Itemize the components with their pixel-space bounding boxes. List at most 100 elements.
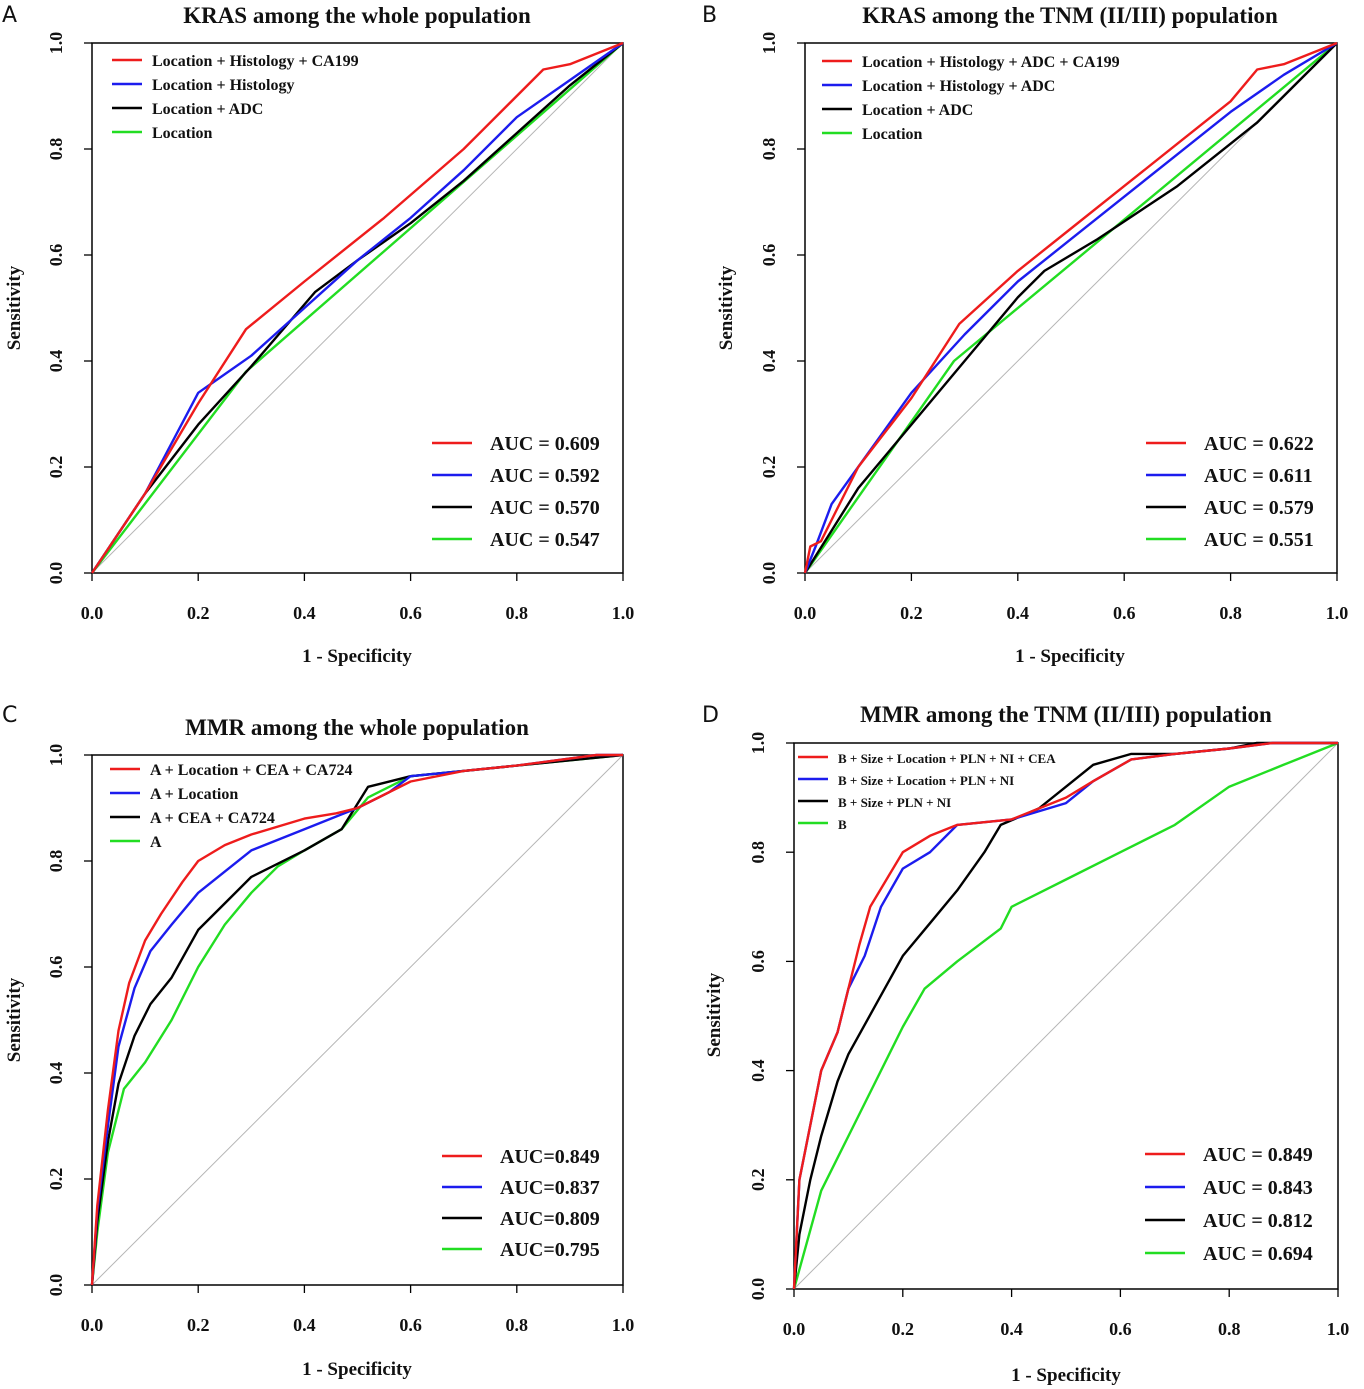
plot-area: 0.0 0.2 0.4 0.6 0.8 1.0 0.0 0.2 0.4 0.6 0.8 1.0 <box>748 732 1349 1339</box>
plot-area: 0.0 0.2 0.4 0.6 0.8 1.0 0.0 0.2 0.4 0.6 0.8 1.0 <box>46 32 634 623</box>
auc-label: AUC = 0.551 <box>1204 529 1314 551</box>
y-tick-label: 0.4 <box>748 1059 768 1082</box>
y-tick-label: 0.8 <box>748 841 768 864</box>
legend-label: Location <box>152 125 213 142</box>
legend: A + Location + CEA + CA724 A + Location A … <box>110 762 352 851</box>
legend-label: Location + ADC <box>862 102 973 119</box>
y-tick-label: 0.2 <box>748 1169 768 1192</box>
chart-title: KRAS among the TNM (II/III) population <box>862 3 1278 28</box>
y-tick-label: 0.4 <box>759 350 779 373</box>
auc-label: AUC = 0.570 <box>490 497 600 519</box>
reference-diagonal <box>793 742 1339 1290</box>
x-tick-label: 0.8 <box>1219 603 1242 623</box>
legend-label: B + Size + Location + PLN + NI <box>838 773 1014 788</box>
x-tick-label: 0.2 <box>187 1315 210 1335</box>
x-tick-label: 0.8 <box>1218 1319 1241 1339</box>
legend: B + Size + Location + PLN + NI + CEA B + … <box>798 751 1056 832</box>
y-tick-label: 0.8 <box>46 850 66 873</box>
roc-curve-2 <box>803 41 1338 574</box>
plot-frame <box>804 42 1338 574</box>
x-tick-label: 0.4 <box>1007 603 1030 623</box>
x-tick-label: 1.0 <box>1326 603 1349 623</box>
roc-curve-4 <box>792 741 1339 1290</box>
y-tick-label: 0.6 <box>46 244 66 267</box>
auc-label: AUC = 0.843 <box>1203 1177 1313 1199</box>
y-tick-label: 0.8 <box>46 138 66 161</box>
plot-frame <box>793 742 1339 1290</box>
reference-diagonal <box>91 754 624 1286</box>
x-axis-label: 1 - Specificity <box>302 646 412 667</box>
legend-label: A + CEA + CA724 <box>150 810 275 827</box>
auc-label: AUC = 0.579 <box>1204 497 1314 519</box>
x-tick-label: 0.6 <box>1113 603 1136 623</box>
panel-label-a: A <box>2 3 17 28</box>
legend-label: B + Size + Location + PLN + NI + CEA <box>838 751 1056 766</box>
plot-frame <box>91 754 624 1286</box>
panel-a: A KRAS among the whole population 1 - Sp… <box>2 3 634 667</box>
x-tick-label: 0.0 <box>783 1319 806 1339</box>
roc-curve-1 <box>792 741 1338 1290</box>
auc-label: AUC=0.795 <box>500 1239 600 1261</box>
x-tick-label: 0.2 <box>892 1319 915 1339</box>
auc-label: AUC = 0.547 <box>490 529 600 551</box>
panel-d: D MMR among the TNM (II/III) population … <box>702 702 1349 1386</box>
legend-label: Location + ADC <box>152 101 263 118</box>
y-tick-label: 0.2 <box>46 1168 66 1191</box>
y-tick-label: 0.6 <box>46 956 66 979</box>
y-axis-label: Sensitivity <box>716 265 737 350</box>
x-tick-label: 0.4 <box>293 603 316 623</box>
x-tick-label: 0.2 <box>187 603 210 623</box>
y-tick-label: 0.8 <box>759 138 779 161</box>
y-tick-label: 0.0 <box>759 562 779 585</box>
legend-label: A <box>150 834 162 851</box>
reference-diagonal <box>91 42 624 574</box>
auc-legend: AUC = 0.609 AUC = 0.592 AUC = 0.570 AUC = 0… <box>432 433 600 551</box>
x-axis-label: 1 - Specificity <box>1015 646 1125 667</box>
x-tick-label: 0.4 <box>293 1315 316 1335</box>
auc-label: AUC = 0.622 <box>1204 433 1314 455</box>
auc-label: AUC=0.837 <box>500 1177 600 1199</box>
panel-label-b: B <box>702 3 717 28</box>
plot-frame <box>91 42 624 574</box>
y-tick-label: 1.0 <box>46 744 66 767</box>
legend-label: A + Location + CEA + CA724 <box>150 762 352 779</box>
auc-legend: AUC = 0.622 AUC = 0.611 AUC = 0.579 AUC = 0… <box>1146 433 1314 551</box>
auc-label: AUC = 0.609 <box>490 433 600 455</box>
y-tick-label: 1.0 <box>759 32 779 55</box>
y-tick-label: 0.0 <box>748 1278 768 1301</box>
panel-label-d: D <box>702 703 719 728</box>
x-tick-label: 1.0 <box>612 1315 635 1335</box>
chart-title: MMR among the TNM (II/III) population <box>860 702 1272 727</box>
y-tick-label: 0.6 <box>748 950 768 973</box>
x-tick-label: 0.0 <box>81 1315 104 1335</box>
legend-label: Location + Histology <box>152 77 294 94</box>
y-tick-label: 0.2 <box>46 456 66 479</box>
legend: Location + Histology + CA199 Location + H… <box>112 53 359 142</box>
x-tick-label: 0.0 <box>81 603 104 623</box>
x-axis-label: 1 - Specificity <box>302 1359 412 1380</box>
legend-label: A + Location <box>150 786 238 803</box>
x-tick-label: 0.2 <box>900 603 923 623</box>
x-tick-label: 0.8 <box>506 603 529 623</box>
auc-label: AUC=0.809 <box>500 1208 600 1230</box>
legend-label: Location + Histology + ADC <box>862 78 1055 95</box>
legend-label: Location + Histology + ADC + CA199 <box>862 54 1120 71</box>
auc-label: AUC = 0.812 <box>1203 1210 1313 1232</box>
auc-label: AUC = 0.694 <box>1203 1243 1313 1265</box>
x-tick-label: 0.6 <box>399 1315 422 1335</box>
roc-curve-4 <box>804 42 1338 574</box>
roc-curve-1 <box>90 753 623 1286</box>
chart-title: KRAS among the whole population <box>183 3 531 28</box>
auc-label: AUC = 0.611 <box>1204 465 1313 487</box>
x-tick-label: 1.0 <box>1327 1319 1350 1339</box>
chart-title: MMR among the whole population <box>185 715 529 740</box>
roc-curve-1 <box>803 41 1338 574</box>
y-tick-label: 0.2 <box>759 456 779 479</box>
y-axis-label: Sensitivity <box>4 977 25 1062</box>
plot-area: 0.0 0.2 0.4 0.6 0.8 1.0 0.0 0.2 0.4 0.6 0.8 1.0 <box>46 744 634 1335</box>
x-tick-label: 0.8 <box>506 1315 529 1335</box>
reference-diagonal <box>804 42 1338 574</box>
roc-curve-1 <box>91 41 624 574</box>
x-axis-label: 1 - Specificity <box>1011 1365 1121 1386</box>
